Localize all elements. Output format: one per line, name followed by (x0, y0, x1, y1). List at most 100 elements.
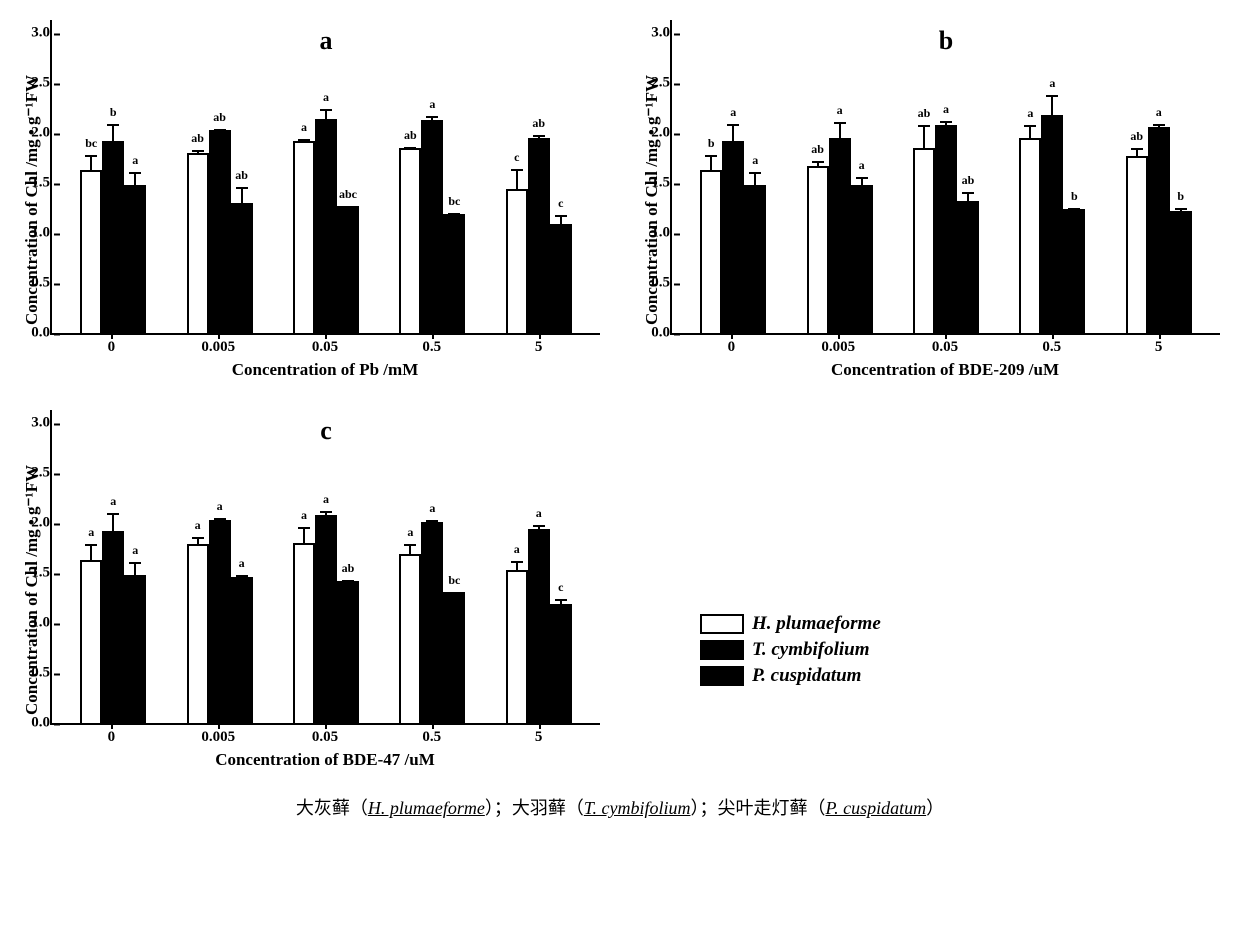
y-tick: 0.5 (31, 665, 50, 682)
error-bar (409, 147, 411, 150)
bar: a (528, 529, 550, 723)
legend-item: P. cuspidatum (700, 665, 1220, 687)
bar: a (421, 120, 443, 333)
x-tick: 5 (485, 729, 592, 746)
error-bar (1029, 125, 1031, 140)
x-tick: 0.5 (998, 339, 1105, 356)
y-tick: 2.0 (651, 125, 670, 142)
significance-label: bc (448, 194, 460, 209)
significance-label: a (429, 501, 435, 516)
y-tick: 2.0 (31, 515, 50, 532)
y-tick: 0.0 (31, 325, 50, 342)
legend-swatch (700, 640, 744, 660)
bar: ab (528, 138, 550, 333)
error-bar (1073, 208, 1075, 211)
bar-group: aab (1019, 115, 1085, 333)
significance-label: a (195, 518, 201, 533)
bar: a (315, 119, 337, 333)
error-bar (303, 139, 305, 143)
significance-label: a (301, 508, 307, 523)
error-bar (710, 155, 712, 172)
error-bar (453, 213, 455, 216)
bar: bc (80, 170, 102, 333)
bar: a (293, 543, 315, 723)
bar: ab (1126, 156, 1148, 333)
bar-group: abaab (913, 125, 979, 333)
y-tick: 1.0 (31, 225, 50, 242)
bar-group: aaa (80, 531, 146, 723)
bar: bc (443, 592, 465, 723)
significance-label: a (110, 494, 116, 509)
bar: a (187, 544, 209, 723)
significance-label: a (239, 556, 245, 571)
significance-label: a (1027, 106, 1033, 121)
x-tick: 0 (58, 339, 165, 356)
significance-label: c (558, 196, 563, 211)
bar-group: aaa (187, 520, 253, 723)
bar: a (722, 141, 744, 333)
significance-label: a (752, 153, 758, 168)
x-tick: 0.5 (378, 729, 485, 746)
error-bar (817, 161, 819, 168)
legend-label: T. cymbifolium (752, 639, 870, 661)
caption: 大灰藓（H. plumaeforme）；大羽藓（T. cymbifolium）；… (20, 794, 1220, 820)
error-bar (112, 513, 114, 533)
panel-c: Concentration of Chl /mg • g⁻¹FW0.00.51.… (20, 410, 600, 770)
panel: Concentration of Chl /mg • g⁻¹FW0.00.51.… (20, 20, 600, 380)
x-axis-label: Concentration of BDE-47 /uM (50, 750, 600, 770)
significance-label: a (88, 525, 94, 540)
bar-group: baa (700, 141, 766, 333)
error-bar (134, 562, 136, 577)
error-bar (409, 544, 411, 556)
bar: a (421, 522, 443, 723)
error-bar (1136, 148, 1138, 158)
significance-label: a (132, 543, 138, 558)
error-bar (967, 192, 969, 203)
bar-group: ab ab (1126, 127, 1192, 333)
bar: a (851, 185, 873, 333)
y-tick: 3.0 (31, 25, 50, 42)
y-tick: 0.0 (651, 325, 670, 342)
bar: ab (399, 148, 421, 333)
error-bar (431, 520, 433, 524)
panel: Concentration of Chl /mg • g⁻¹FW0.00.51.… (640, 20, 1220, 380)
significance-label: b (110, 105, 117, 120)
x-tick: 0.5 (378, 339, 485, 356)
error-bar (453, 592, 455, 594)
error-bar (90, 155, 92, 172)
bar-group: ababc (399, 120, 465, 333)
bar-group: ababab (187, 130, 253, 333)
error-bar (560, 599, 562, 606)
legend-label: H. plumaeforme (752, 613, 881, 635)
x-tick: 0.005 (785, 339, 892, 356)
significance-label: a (514, 542, 520, 557)
bar: ab (187, 153, 209, 333)
x-tick: 0.05 (892, 339, 999, 356)
bar: ab (807, 166, 829, 333)
y-tick: 2.5 (31, 75, 50, 92)
bar-group: cabc (506, 138, 572, 333)
bar: ab (337, 581, 359, 723)
significance-label: ab (532, 116, 545, 131)
error-bar (560, 215, 562, 226)
legend-swatch (700, 614, 744, 634)
significance-label: c (514, 150, 519, 165)
significance-label: ab (1130, 129, 1143, 144)
error-bar (241, 575, 243, 579)
error-bar (923, 125, 925, 150)
error-bar (90, 544, 92, 562)
error-bar (219, 129, 221, 132)
y-tick: 0.5 (31, 275, 50, 292)
y-tick: 1.5 (31, 565, 50, 582)
significance-label: a (1049, 76, 1055, 91)
bar: ab (231, 203, 253, 333)
significance-label: ab (918, 106, 931, 121)
error-bar (1051, 95, 1053, 117)
y-tick: 2.0 (31, 125, 50, 142)
panel-a: Concentration of Chl /mg • g⁻¹FW0.00.51.… (20, 20, 600, 380)
bar: abc (337, 206, 359, 333)
bar: a (399, 554, 421, 723)
significance-label: ab (342, 561, 355, 576)
chart-grid: Concentration of Chl /mg • g⁻¹FW0.00.51.… (20, 20, 1220, 770)
significance-label: a (429, 97, 435, 112)
